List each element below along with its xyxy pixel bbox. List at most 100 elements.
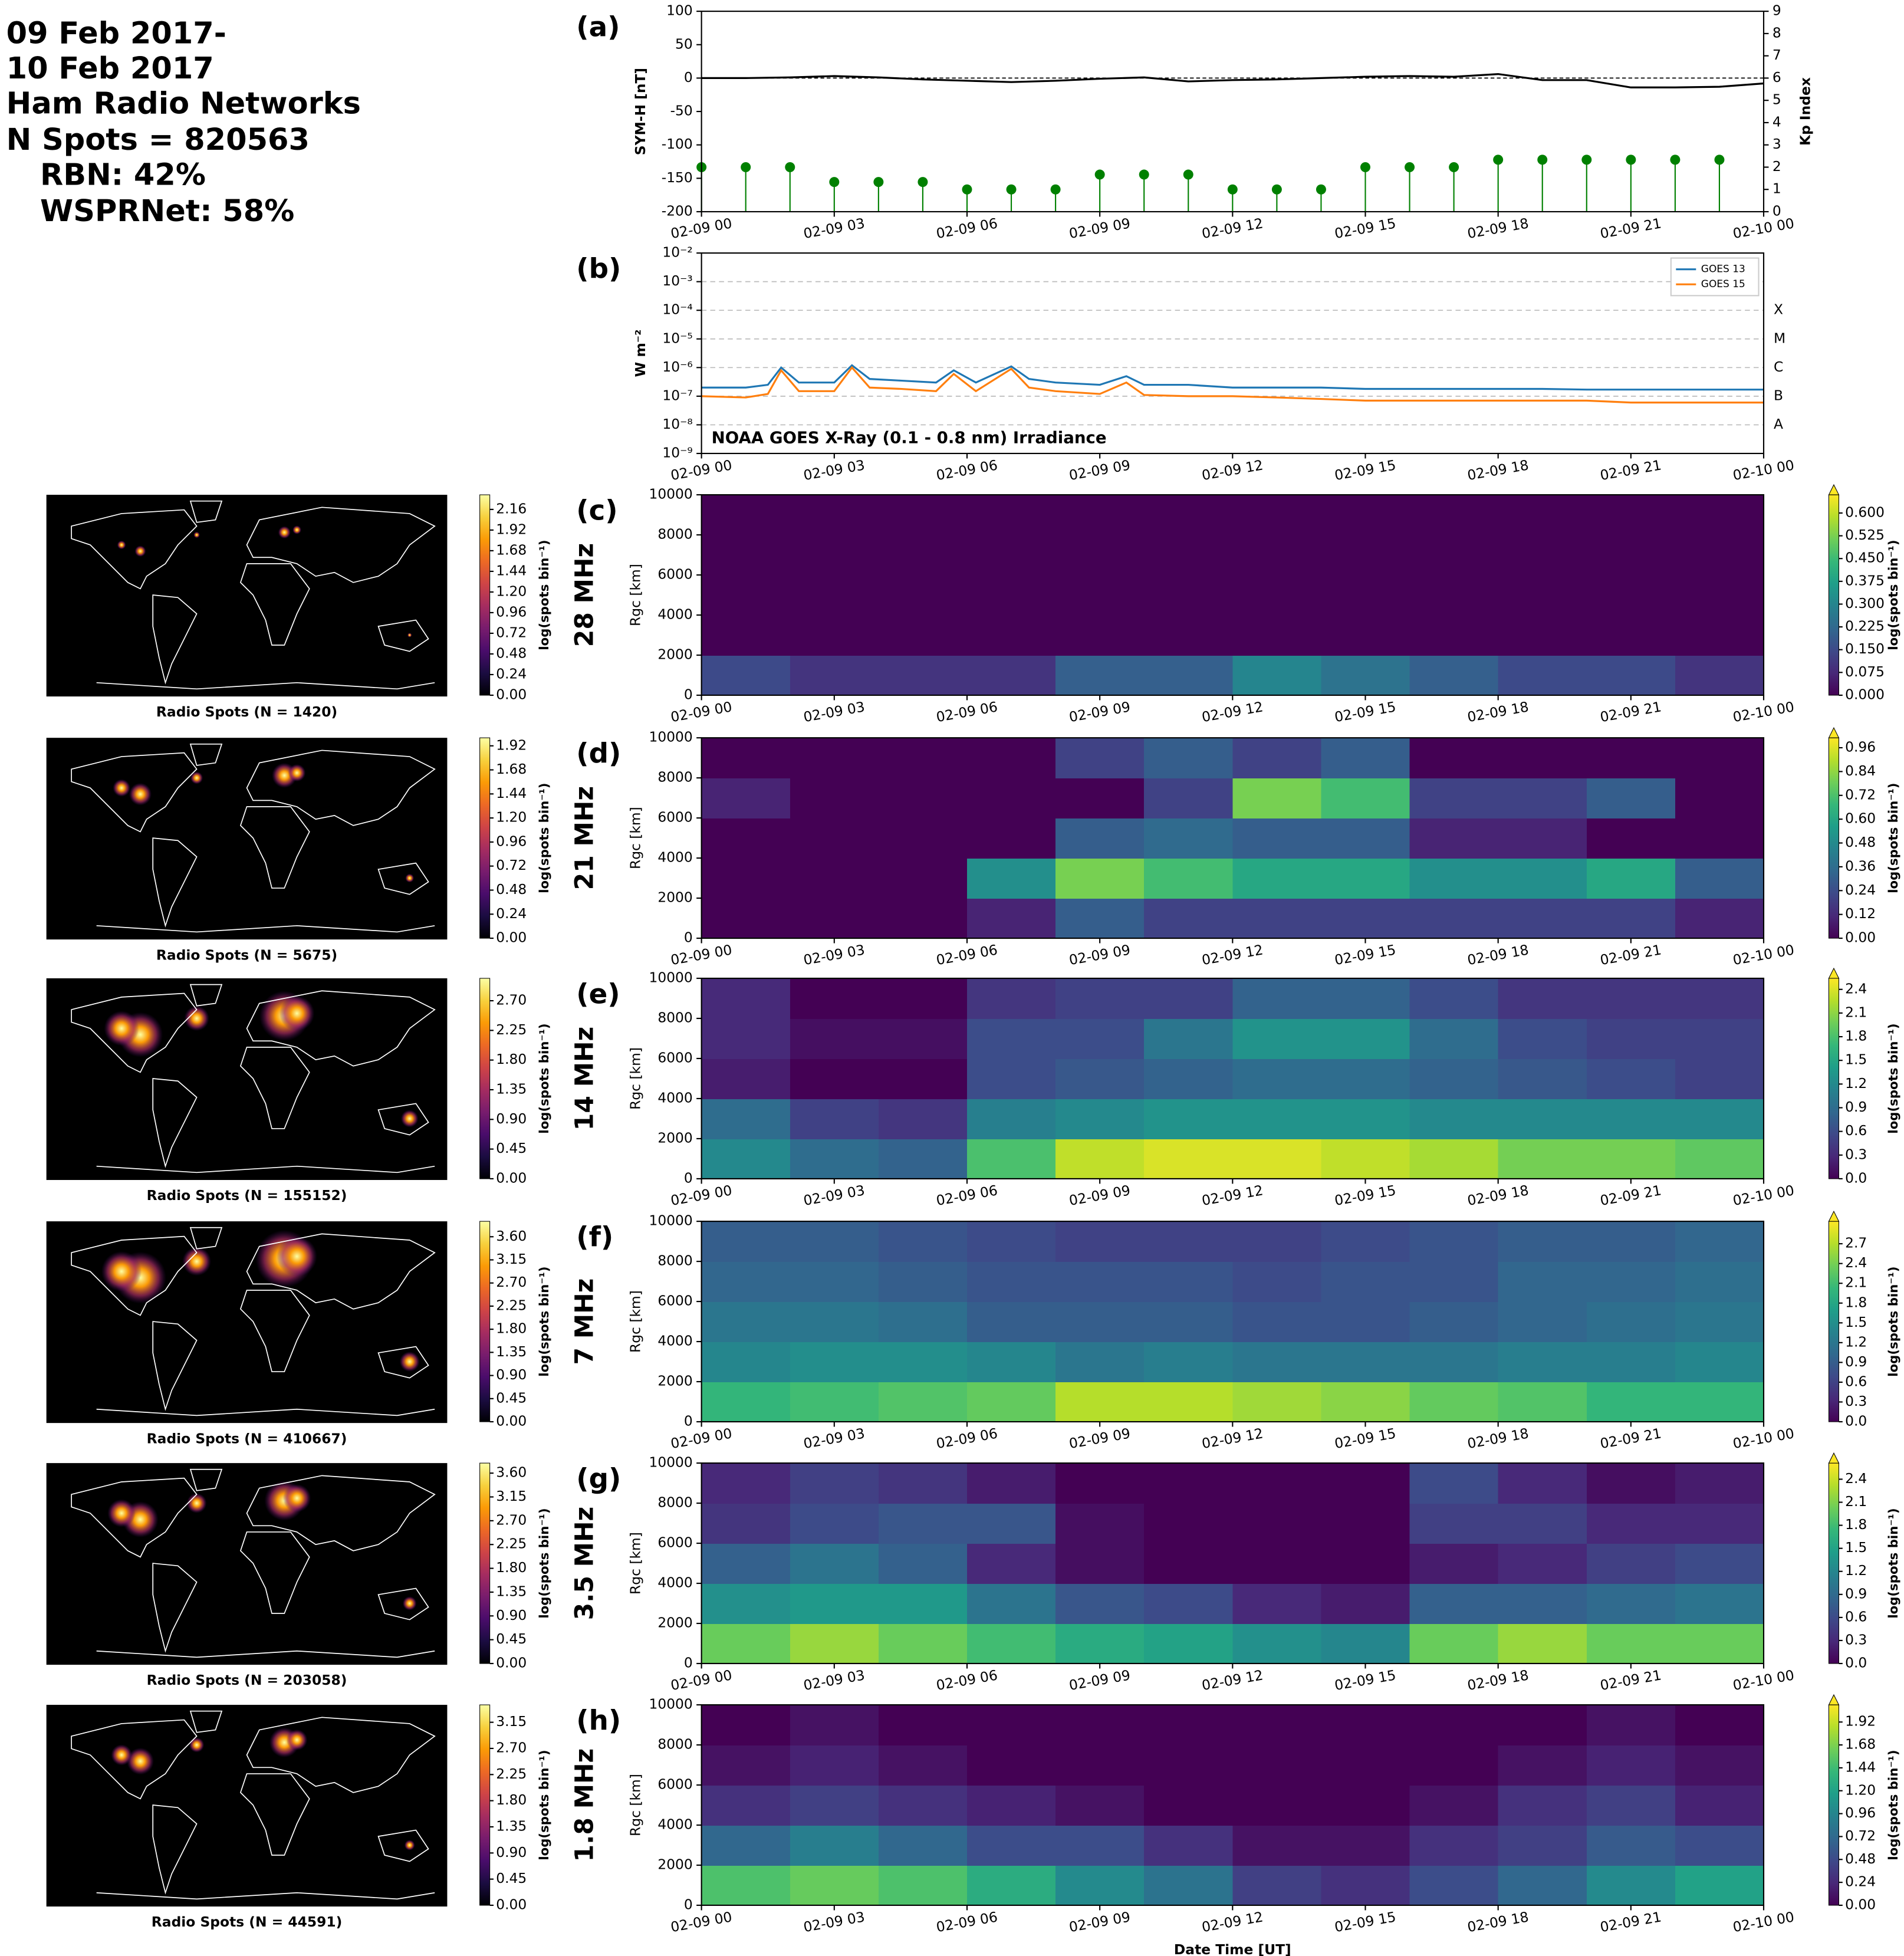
spot-cluster xyxy=(407,633,412,637)
colorbar-tick-label: 0.48 xyxy=(1845,834,1876,850)
heatmap-cell xyxy=(878,535,968,576)
panel-label: (d) xyxy=(576,738,621,770)
y-tick-label: 0 xyxy=(684,1169,693,1186)
x-tick-label: 02-09 18 xyxy=(1466,698,1530,725)
map-caption: Radio Spots (N = 1420) xyxy=(156,703,337,720)
heatmap-cell xyxy=(1055,1098,1145,1139)
heatmap-cell xyxy=(966,1018,1057,1060)
y-tick-label: -150 xyxy=(662,169,693,186)
heatmap-cell xyxy=(1321,495,1410,536)
class-label: X xyxy=(1774,301,1783,318)
heatmap-cell xyxy=(1055,1342,1145,1383)
y-tick-label: 10⁻⁷ xyxy=(662,387,692,403)
heatmap-cell xyxy=(790,1301,879,1343)
heatmap-cell xyxy=(1409,575,1499,616)
series-line xyxy=(701,73,1764,88)
spot-cluster xyxy=(113,779,130,797)
spot-cluster xyxy=(193,531,200,538)
heatmap-cell xyxy=(878,1583,968,1625)
heatmap-cell xyxy=(878,615,968,656)
heatmap-cell xyxy=(878,575,968,616)
heatmap-cell xyxy=(1498,1543,1587,1584)
heatmap-cell xyxy=(1675,535,1765,576)
heatmap-cell xyxy=(1144,1221,1234,1263)
y-axis-label: W m⁻² xyxy=(632,330,649,377)
heatmap-cell xyxy=(1675,1261,1765,1303)
heatmap-cell xyxy=(1232,615,1322,656)
heatmap-cell xyxy=(1144,1825,1234,1866)
y-tick-label: 10⁻³ xyxy=(662,272,692,289)
x-tick-label: 02-09 09 xyxy=(1068,941,1132,968)
heatmap-cell xyxy=(1586,1623,1676,1665)
heatmap-cell xyxy=(701,738,791,779)
heatmap-cell xyxy=(1675,1058,1765,1100)
heatmap-cell xyxy=(1409,858,1499,899)
heatmap-cell xyxy=(878,1785,968,1826)
heatmap-cell xyxy=(1675,738,1765,779)
x-tick-label: 02-09 18 xyxy=(1466,1666,1530,1694)
heatmap-cell xyxy=(1586,898,1676,939)
colorbar-tick-label: 1.8 xyxy=(1845,1294,1867,1310)
heatmap-cell xyxy=(1498,778,1587,819)
heatmap-cell xyxy=(1055,535,1145,576)
header-line: N Spots = 820563 xyxy=(6,123,310,157)
heatmap-cell xyxy=(966,1785,1057,1826)
x-tick-label: 02-09 03 xyxy=(802,1908,866,1935)
y-tick-label: -200 xyxy=(662,202,693,219)
heatmap-cell xyxy=(1321,1623,1410,1665)
heatmap-cell xyxy=(1055,1058,1145,1100)
y-tick-label: 8000 xyxy=(657,526,692,543)
x-tick-label: 02-09 00 xyxy=(669,941,733,968)
y-tick-label: 8000 xyxy=(657,1494,692,1511)
colorbar-tick-label: 0.00 xyxy=(1845,929,1876,946)
band-label: 7 MHz xyxy=(571,1278,600,1365)
heatmap-cell xyxy=(1675,615,1765,656)
heatmap-cell xyxy=(1321,1098,1410,1139)
heatmap-cell xyxy=(790,1623,879,1665)
plot-frame xyxy=(701,11,1765,213)
colorbar-tick-label: 0.9 xyxy=(1845,1353,1867,1370)
heatmap-cell xyxy=(1498,1583,1587,1625)
spot-cluster xyxy=(277,1236,317,1277)
y-tick-label: 10000 xyxy=(649,1454,692,1471)
spot-cluster xyxy=(279,995,315,1031)
heatmap-cell xyxy=(1675,1221,1765,1263)
y-tick-label: 2000 xyxy=(657,1615,692,1631)
class-label: B xyxy=(1774,387,1783,403)
y-tick-label: -50 xyxy=(670,103,693,119)
heatmap-cell xyxy=(1409,495,1499,536)
heatmap-cell xyxy=(1586,1382,1676,1423)
heatmap-cell xyxy=(1675,575,1765,616)
heatmap-cell xyxy=(1586,1301,1676,1343)
heatmap-cell xyxy=(1055,1463,1145,1504)
spot-cluster xyxy=(186,1493,207,1514)
heatmap-cell xyxy=(878,778,968,819)
heatmap-cell xyxy=(701,655,791,696)
heatmap-cell xyxy=(1144,1463,1234,1504)
heatmap-cell xyxy=(1586,978,1676,1020)
colorbar-tick-label: 1.80 xyxy=(496,1320,527,1337)
stem-marker xyxy=(1449,162,1459,172)
heatmap-cell xyxy=(701,615,791,656)
heatmap-cell xyxy=(701,1463,791,1504)
x-tick-label: 02-09 12 xyxy=(1201,1666,1264,1694)
heatmap-cell xyxy=(1675,1705,1765,1746)
heatmap-cell xyxy=(1586,575,1676,616)
spot-cluster xyxy=(104,1011,139,1046)
heatmap-cell xyxy=(1586,1785,1676,1826)
x-tick-label: 02-09 06 xyxy=(935,1908,999,1935)
colorbar-tick-label: 1.20 xyxy=(496,583,527,599)
heatmap-cell xyxy=(966,495,1057,536)
spot-cluster xyxy=(111,1744,132,1766)
band-label: 21 MHz xyxy=(571,786,600,890)
colorbar-tick-label: 0.45 xyxy=(496,1870,527,1886)
heatmap-cell xyxy=(790,898,879,939)
heatmap-cell xyxy=(878,1463,968,1504)
heatmap-cell xyxy=(878,898,968,939)
colorbar-label: log(spots bin⁻¹) xyxy=(537,1266,552,1376)
spot-cluster xyxy=(184,1005,209,1031)
y-tick-label: 10000 xyxy=(649,729,692,745)
colorbar-tick-label: 0.450 xyxy=(1845,550,1885,566)
heatmap-cell xyxy=(1498,1825,1587,1866)
y-tick-label: 50 xyxy=(675,35,693,52)
